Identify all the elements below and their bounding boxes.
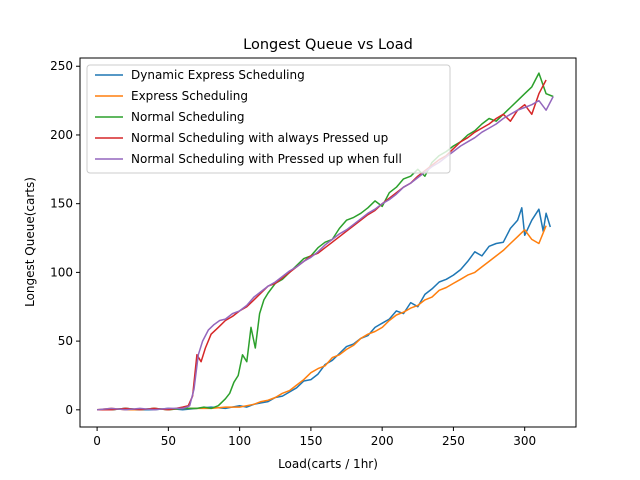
- legend-label: Dynamic Express Scheduling: [131, 68, 305, 82]
- legend: Dynamic Express Scheduling Express Schedu…: [86, 64, 451, 174]
- series-line-4: [97, 79, 547, 411]
- x-tick-label: 200: [371, 434, 394, 448]
- x-tick-label: 150: [299, 434, 322, 448]
- y-axis-ticks: 0 50 100 150 200 250: [50, 59, 80, 417]
- series-line-3: [97, 72, 554, 411]
- y-tick-label: 200: [50, 128, 73, 142]
- series-line-5: [97, 96, 554, 411]
- legend-box: [86, 64, 451, 174]
- x-tick-label: 250: [442, 434, 465, 448]
- y-tick-label: 150: [50, 197, 73, 211]
- legend-label: Normal Scheduling with always Pressed up: [131, 131, 388, 145]
- legend-label: Express Scheduling: [131, 89, 248, 103]
- series-line-2: [97, 225, 547, 411]
- y-tick-label: 50: [58, 334, 73, 348]
- legend-label: Normal Scheduling with Pressed up when f…: [131, 152, 402, 166]
- y-tick-label: 250: [50, 59, 73, 73]
- x-axis-ticks: 0 50 100 150 200 250 300: [93, 427, 536, 448]
- x-tick-label: 300: [513, 434, 536, 448]
- x-axis-title: Load(carts / 1hr): [278, 457, 378, 471]
- x-tick-label: 50: [161, 434, 176, 448]
- y-tick-label: 100: [50, 265, 73, 279]
- plot-lines: [97, 72, 554, 411]
- x-tick-label: 100: [228, 434, 251, 448]
- y-axis-title: Longest Queue(carts): [23, 177, 37, 307]
- y-tick-label: 0: [65, 403, 73, 417]
- x-tick-label: 0: [93, 434, 101, 448]
- chart-title: Longest Queue vs Load: [243, 37, 413, 53]
- legend-label: Normal Scheduling: [131, 110, 245, 124]
- plot-frame: [79, 57, 577, 428]
